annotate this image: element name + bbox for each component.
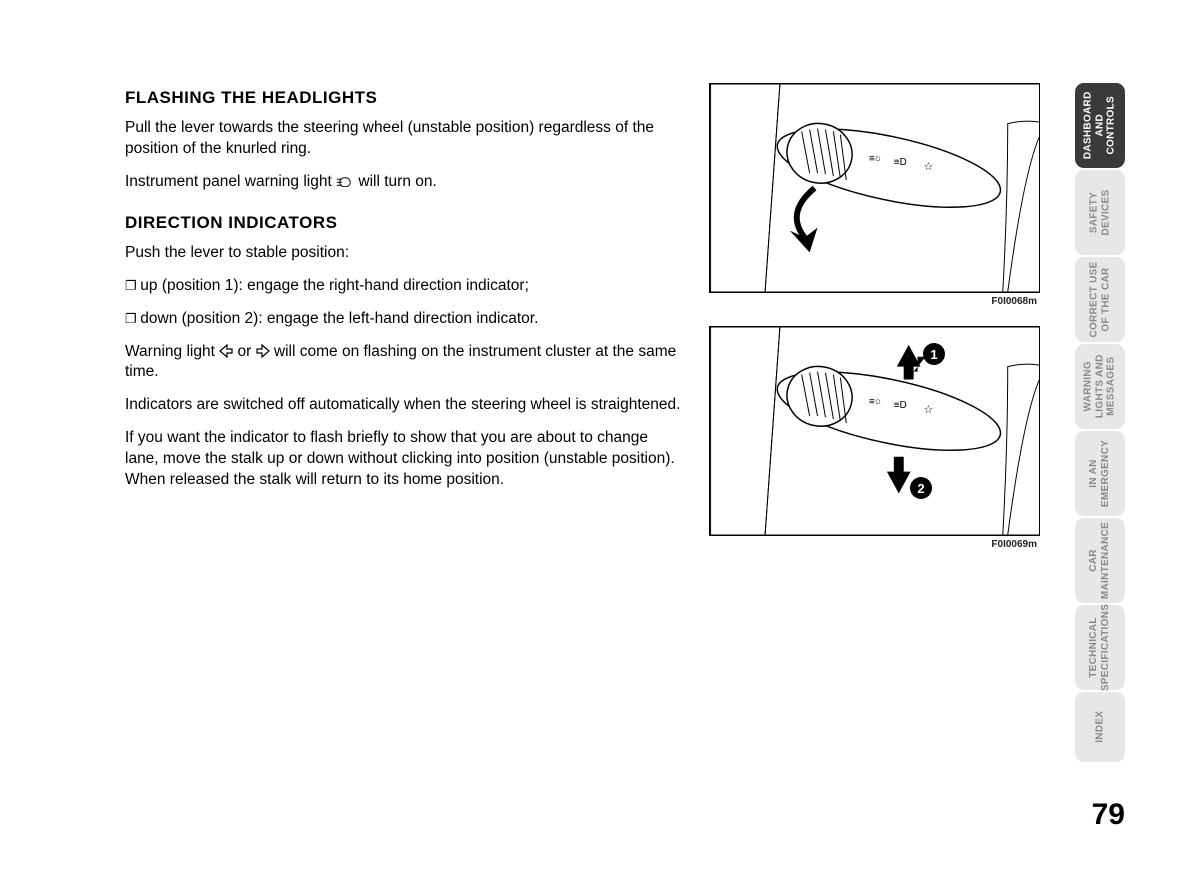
tab-car-maintenance[interactable]: CARMAINTENANCE [1075, 518, 1125, 603]
bullet-2: down (position 2): engage the left-hand … [125, 309, 685, 330]
tab-label: INDEX [1094, 711, 1106, 743]
figure-2-badge-1: 1 [923, 343, 945, 365]
para-2a: Instrument panel warning light [125, 173, 336, 190]
tab-label: IN ANEMERGENCY [1089, 440, 1112, 507]
para-2: Instrument panel warning light will turn… [125, 172, 685, 193]
figure-1-svg: ≡○ ≡D ☆ [710, 84, 1039, 292]
svg-text:≡○: ≡○ [869, 396, 881, 407]
tab-technical-specs[interactable]: TECHNICALSPECIFICATIONS [1075, 605, 1125, 690]
para-5: Indicators are switched off automaticall… [125, 395, 685, 416]
bullet-1: up (position 1): engage the right-hand d… [125, 276, 685, 297]
figure-2: ≡○ ≡D ☆ 1 2 F0I0069m [709, 326, 1040, 536]
figure-2-caption: F0I0069m [991, 539, 1037, 550]
para-4a: Warning light [125, 343, 219, 360]
tab-emergency[interactable]: IN ANEMERGENCY [1075, 431, 1125, 516]
tab-label: DASHBOARDANDCONTROLS [1083, 92, 1118, 160]
tab-label: CARMAINTENANCE [1089, 522, 1112, 599]
figure-1: ≡○ ≡D ☆ F0I0068m [709, 83, 1040, 293]
svg-text:≡D: ≡D [894, 157, 907, 168]
tab-label: WARNINGLIGHTS ANDMESSAGES [1083, 355, 1118, 419]
main-text-column: FLASHING THE HEADLIGHTS Pull the lever t… [125, 88, 685, 503]
para-2b: will turn on. [354, 173, 437, 190]
figure-1-caption: F0I0068m [991, 296, 1037, 307]
section-tabs: DASHBOARDANDCONTROLS SAFETYDEVICES CORRE… [1075, 83, 1125, 764]
heading-direction: DIRECTION INDICATORS [125, 213, 685, 233]
svg-text:≡○: ≡○ [869, 153, 881, 164]
svg-text:☆: ☆ [924, 404, 934, 416]
para-4b: or [233, 343, 255, 360]
tab-label: TECHNICALSPECIFICATIONS [1089, 604, 1112, 691]
tab-correct-use[interactable]: CORRECT USEOF THE CAR [1075, 257, 1125, 342]
para-6: If you want the indicator to flash brief… [125, 428, 685, 491]
page-number: 79 [1092, 798, 1125, 832]
right-indicator-icon [256, 344, 270, 358]
tab-warning-lights[interactable]: WARNINGLIGHTS ANDMESSAGES [1075, 344, 1125, 429]
svg-text:≡D: ≡D [894, 400, 907, 411]
tab-safety-devices[interactable]: SAFETYDEVICES [1075, 170, 1125, 255]
tab-index[interactable]: INDEX [1075, 692, 1125, 762]
figure-2-svg: ≡○ ≡D ☆ [710, 327, 1039, 535]
high-beam-icon [336, 177, 354, 188]
svg-text:☆: ☆ [924, 161, 934, 173]
para-3: Push the lever to stable position: [125, 243, 685, 264]
tab-label: CORRECT USEOF THE CAR [1089, 261, 1112, 337]
para-1: Pull the lever towards the steering whee… [125, 118, 685, 160]
left-indicator-icon [219, 344, 233, 358]
figure-2-badge-2: 2 [910, 477, 932, 499]
para-4: Warning light or will come on flashing o… [125, 342, 685, 384]
heading-flashing: FLASHING THE HEADLIGHTS [125, 88, 685, 108]
tab-label: SAFETYDEVICES [1088, 189, 1111, 235]
tab-dashboard-controls[interactable]: DASHBOARDANDCONTROLS [1075, 83, 1125, 168]
